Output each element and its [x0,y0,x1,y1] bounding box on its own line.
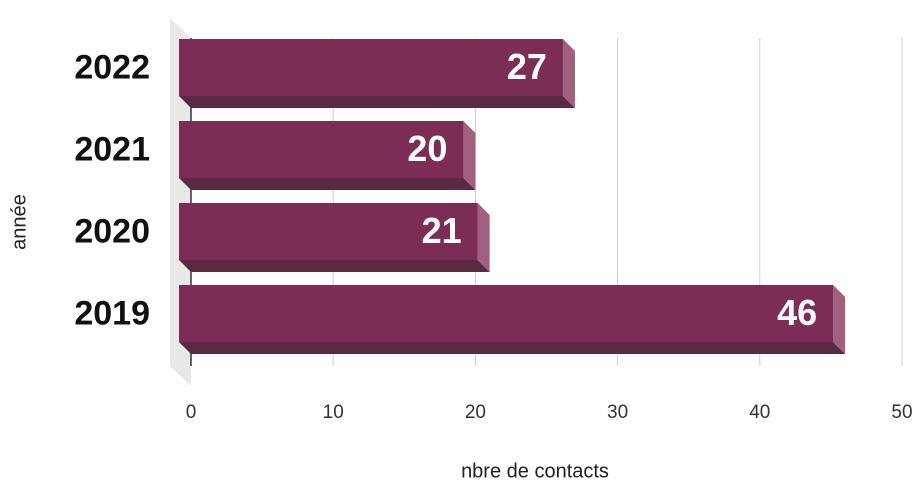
bar-bottom [179,96,575,108]
bar [179,121,476,190]
y-axis-title: année [8,194,30,250]
x-tick-label: 20 [465,402,486,423]
bar-front [179,203,478,260]
bar-bottom [179,260,490,272]
bar [179,285,846,354]
bar-front [179,121,464,178]
bar-bottom [179,342,846,354]
x-tick-label: 40 [749,402,770,423]
x-tick-label: 30 [607,402,628,423]
x-tick-label: 50 [891,402,912,423]
category-label: 2019 [74,294,150,332]
x-tick-label: 10 [323,402,344,423]
bar-front [179,285,834,342]
value-label: 20 [407,128,447,169]
category-label: 2020 [74,212,150,250]
bar-front [179,39,563,96]
bar-side [562,39,575,108]
category-label: 2021 [74,130,150,168]
bar-bottom [179,178,476,190]
value-label: 46 [777,292,817,333]
bar-side [463,121,476,190]
bar [179,39,575,108]
bar-side [833,285,846,354]
value-label: 27 [507,46,547,87]
bar-side [477,203,490,272]
x-axis-title: nbre de contacts [461,460,609,482]
category-label: 2022 [74,48,150,86]
x-tick-label: 0 [186,402,197,423]
value-label: 21 [422,210,462,251]
bar [179,203,490,272]
